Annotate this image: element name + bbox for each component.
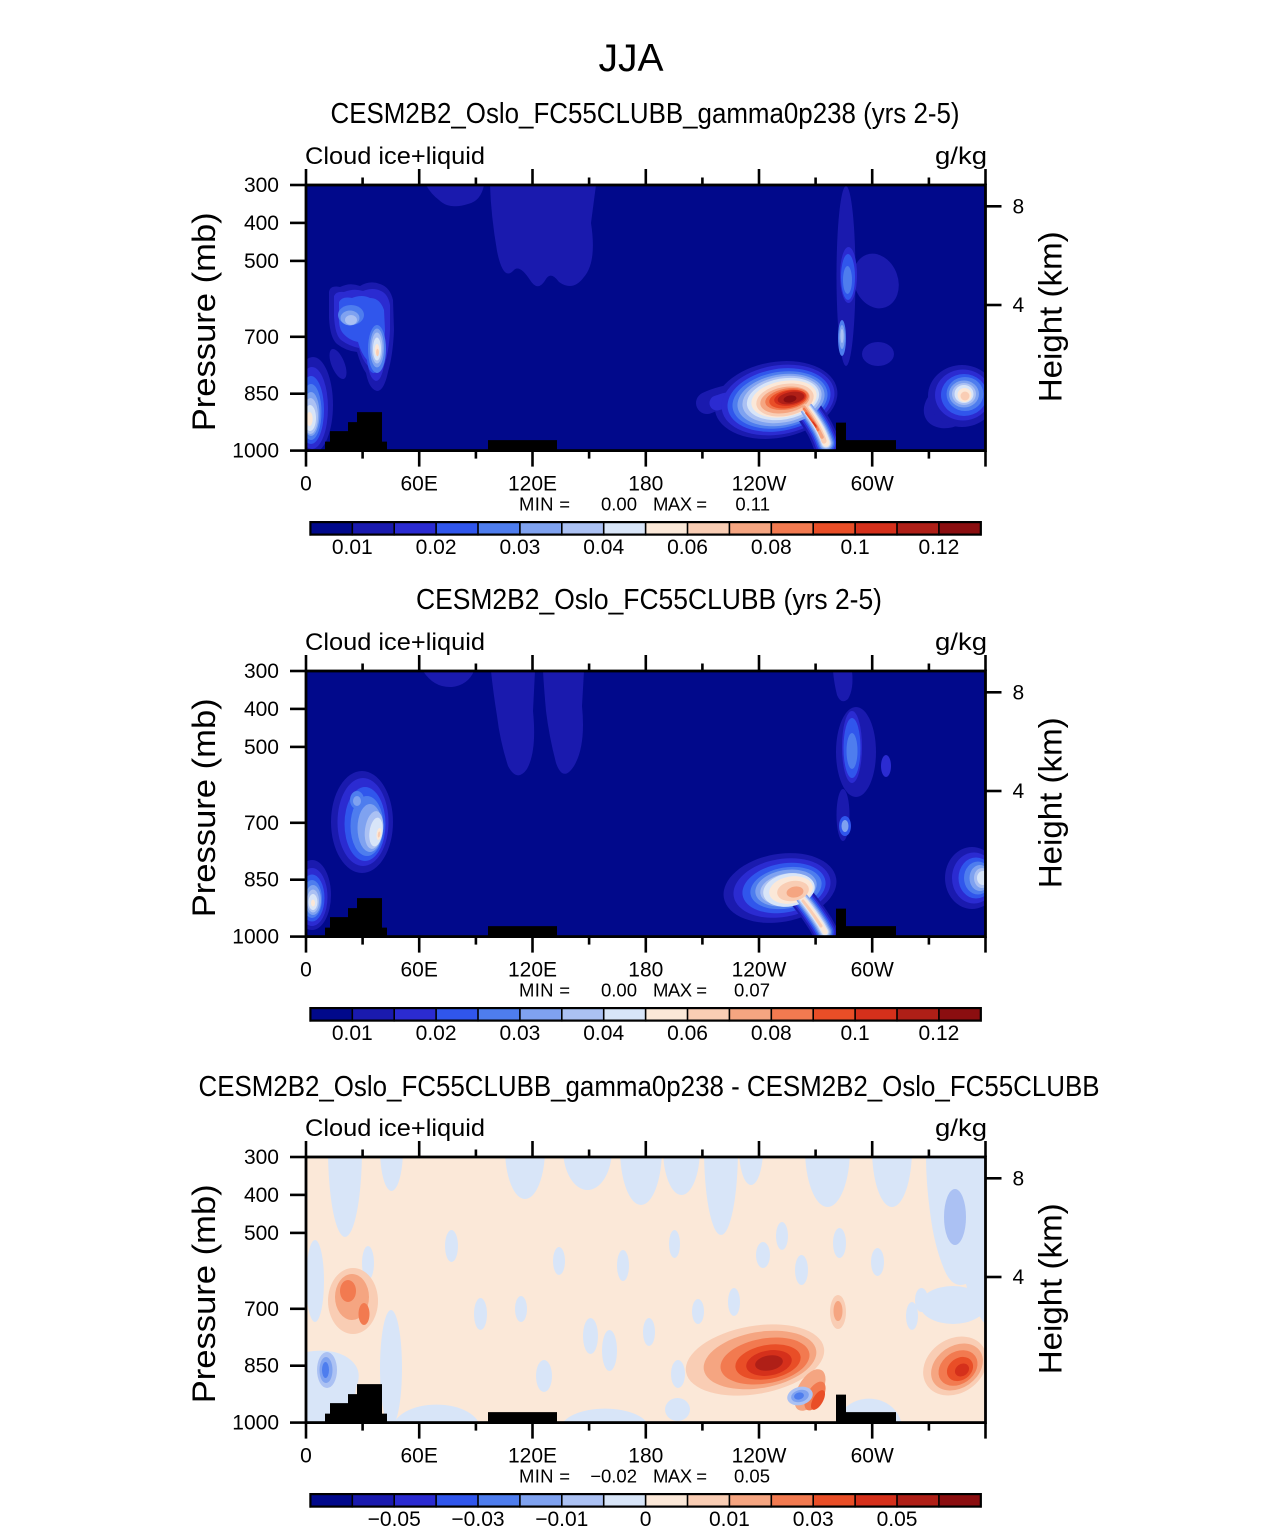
svg-text:0.06: 0.06 [667, 1022, 708, 1045]
svg-text:8: 8 [1013, 681, 1025, 704]
svg-text:400: 400 [244, 212, 279, 235]
svg-text:60W: 60W [851, 959, 894, 982]
svg-text:1000: 1000 [232, 440, 279, 463]
svg-text:0.04: 0.04 [583, 1022, 624, 1045]
svg-text:400: 400 [244, 1184, 279, 1207]
svg-text:8: 8 [1013, 1167, 1025, 1190]
svg-text:0.05: 0.05 [734, 1466, 770, 1487]
svg-text:4: 4 [1013, 294, 1025, 317]
svg-text:0.07: 0.07 [734, 980, 770, 1001]
svg-text:500: 500 [244, 250, 279, 273]
svg-text:MAX =: MAX = [653, 494, 707, 515]
svg-text:4: 4 [1013, 1266, 1025, 1289]
svg-text:Pressure (mb): Pressure (mb) [186, 698, 222, 917]
svg-text:MAX =: MAX = [653, 980, 707, 1001]
svg-text:1000: 1000 [232, 1412, 279, 1435]
svg-text:60W: 60W [851, 473, 894, 496]
svg-text:0.02: 0.02 [416, 1022, 457, 1045]
svg-text:850: 850 [244, 1355, 279, 1378]
svg-text:0: 0 [640, 1508, 652, 1531]
svg-text:850: 850 [244, 383, 279, 406]
svg-text:Height (km): Height (km) [1033, 231, 1069, 402]
svg-text:180: 180 [628, 473, 663, 496]
svg-text:Cloud ice+liquid: Cloud ice+liquid [305, 1115, 485, 1142]
svg-text:Cloud ice+liquid: Cloud ice+liquid [305, 143, 485, 170]
svg-text:500: 500 [244, 736, 279, 759]
svg-text:0.08: 0.08 [751, 536, 792, 559]
svg-text:−0.05: −0.05 [368, 1508, 421, 1531]
svg-text:60W: 60W [851, 1445, 894, 1468]
svg-text:120W: 120W [732, 1445, 787, 1468]
svg-text:Pressure (mb): Pressure (mb) [186, 212, 222, 431]
svg-text:0.01: 0.01 [709, 1508, 750, 1531]
svg-text:400: 400 [244, 698, 279, 721]
svg-text:8: 8 [1013, 195, 1025, 218]
svg-text:0.05: 0.05 [877, 1508, 918, 1531]
svg-text:120E: 120E [508, 473, 557, 496]
svg-text:0.01: 0.01 [332, 1022, 373, 1045]
svg-text:700: 700 [244, 326, 279, 349]
svg-text:120W: 120W [732, 473, 787, 496]
svg-text:300: 300 [244, 660, 279, 683]
svg-text:700: 700 [244, 812, 279, 835]
svg-text:CESM2B2_Oslo_FC55CLUBB_gamma0p: CESM2B2_Oslo_FC55CLUBB_gamma0p238 - CESM… [199, 1071, 1100, 1103]
svg-text:180: 180 [628, 959, 663, 982]
svg-text:0: 0 [300, 959, 312, 982]
svg-text:180: 180 [628, 1445, 663, 1468]
svg-text:MAX =: MAX = [653, 1466, 707, 1487]
svg-text:CESM2B2_Oslo_FC55CLUBB_gamma0p: CESM2B2_Oslo_FC55CLUBB_gamma0p238 (yrs 2… [331, 98, 960, 130]
svg-text:700: 700 [244, 1298, 279, 1321]
svg-text:0.1: 0.1 [840, 536, 869, 559]
svg-text:0.08: 0.08 [751, 1022, 792, 1045]
svg-text:850: 850 [244, 869, 279, 892]
svg-text:4: 4 [1013, 780, 1025, 803]
svg-text:0.12: 0.12 [918, 1022, 959, 1045]
svg-text:0.03: 0.03 [793, 1508, 834, 1531]
svg-text:300: 300 [244, 1146, 279, 1169]
svg-text:1000: 1000 [232, 926, 279, 949]
svg-text:0.00: 0.00 [601, 494, 637, 515]
svg-text:500: 500 [244, 1222, 279, 1245]
svg-text:0.06: 0.06 [667, 536, 708, 559]
svg-text:MIN =: MIN = [519, 1466, 570, 1487]
svg-text:0.04: 0.04 [583, 536, 624, 559]
svg-text:0.11: 0.11 [735, 494, 770, 515]
svg-text:g/kg: g/kg [935, 629, 987, 656]
svg-text:0: 0 [300, 1445, 312, 1468]
svg-text:MIN =: MIN = [519, 980, 570, 1001]
svg-text:0: 0 [300, 473, 312, 496]
svg-text:Pressure (mb): Pressure (mb) [186, 1184, 222, 1403]
svg-text:60E: 60E [401, 959, 438, 982]
svg-text:120E: 120E [508, 959, 557, 982]
svg-text:0.12: 0.12 [918, 536, 959, 559]
svg-text:−0.03: −0.03 [451, 1508, 504, 1531]
svg-text:g/kg: g/kg [935, 1115, 987, 1142]
svg-text:JJA: JJA [598, 37, 663, 80]
svg-text:120W: 120W [732, 959, 787, 982]
svg-text:120E: 120E [508, 1445, 557, 1468]
svg-text:0.02: 0.02 [416, 536, 457, 559]
svg-text:60E: 60E [401, 1445, 438, 1468]
svg-text:0.01: 0.01 [332, 536, 373, 559]
svg-text:g/kg: g/kg [935, 143, 987, 170]
svg-text:−0.02: −0.02 [590, 1466, 637, 1487]
svg-text:0.03: 0.03 [499, 536, 540, 559]
svg-text:−0.01: −0.01 [535, 1508, 588, 1531]
svg-text:300: 300 [244, 174, 279, 197]
svg-text:Height (km): Height (km) [1033, 717, 1069, 888]
svg-text:CESM2B2_Oslo_FC55CLUBB (yrs 2-: CESM2B2_Oslo_FC55CLUBB (yrs 2-5) [416, 584, 882, 616]
svg-text:0.00: 0.00 [601, 980, 637, 1001]
svg-text:MIN =: MIN = [519, 494, 570, 515]
svg-text:60E: 60E [401, 473, 438, 496]
svg-text:0.03: 0.03 [499, 1022, 540, 1045]
svg-text:Height (km): Height (km) [1033, 1203, 1069, 1374]
svg-text:0.1: 0.1 [840, 1022, 869, 1045]
svg-text:Cloud ice+liquid: Cloud ice+liquid [305, 629, 485, 656]
